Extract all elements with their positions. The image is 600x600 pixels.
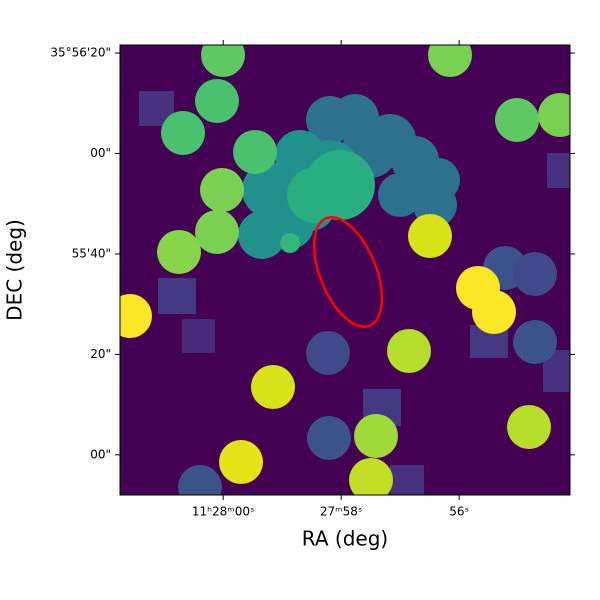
x-tick-label: 56ˢ [449, 505, 469, 519]
x-axis-label: RA (deg) [302, 527, 388, 551]
y-tick-label: 55'40" [72, 246, 111, 260]
region-ellipse [312, 215, 384, 329]
y-tick-label: 00" [90, 146, 111, 160]
x-tick-label: 27ᵐ58ˢ [320, 505, 363, 519]
y-axis-label: DEC (deg) [3, 219, 27, 321]
x-tick-label: 11ʰ28ᵐ00ˢ [192, 505, 255, 519]
y-tick-label: 20" [90, 347, 111, 361]
image [120, 45, 570, 495]
y-tick-label: 35°56'20" [50, 46, 111, 60]
y-tick-label: 00" [90, 447, 111, 461]
axes-frame [119, 44, 571, 496]
